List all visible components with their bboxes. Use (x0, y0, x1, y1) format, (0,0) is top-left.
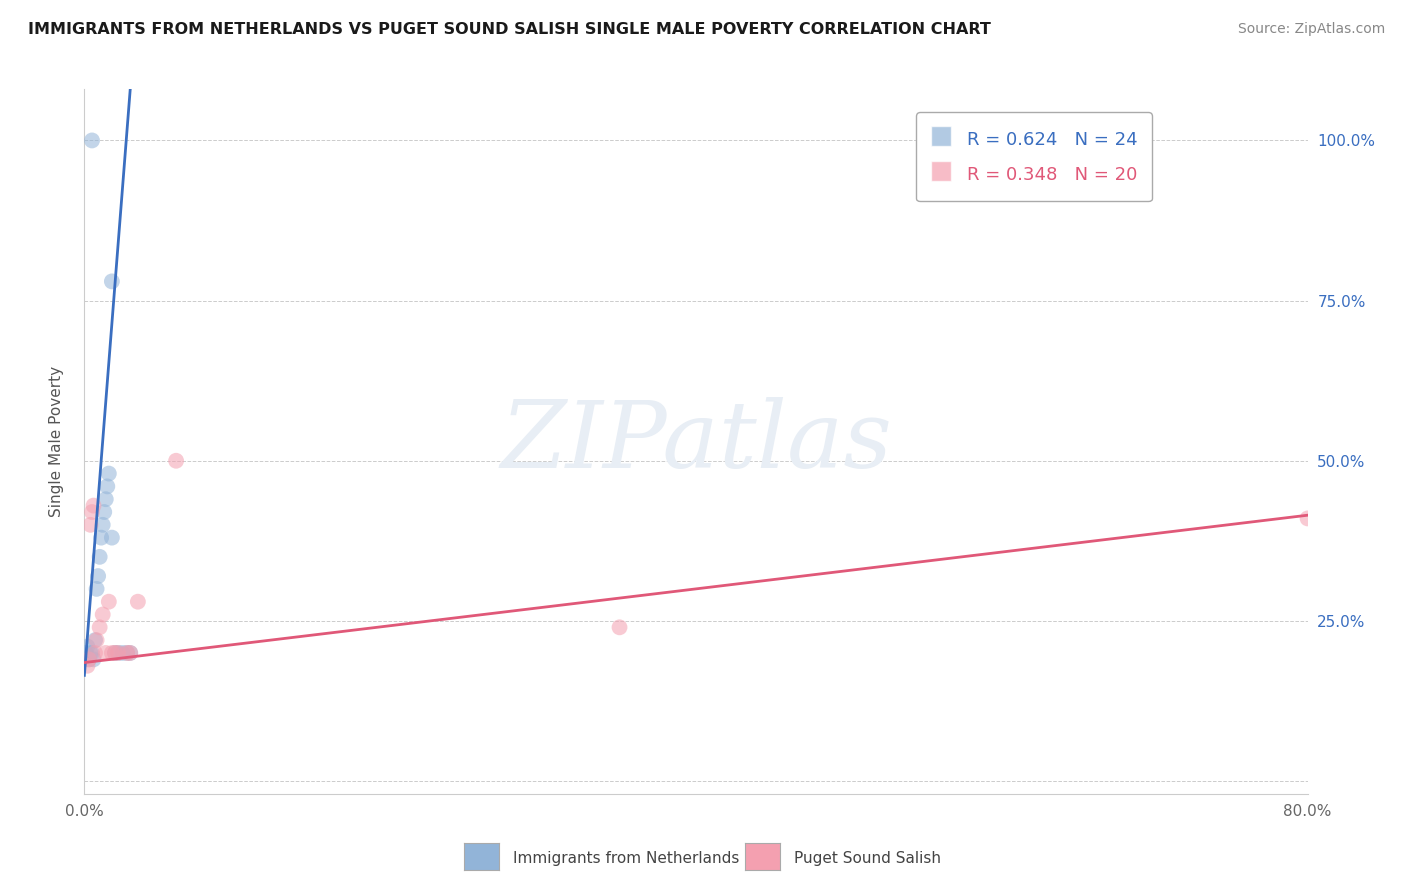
Point (89, 620, 111, 634)
Point (80, 505, 103, 519)
Point (115, 646, 138, 660)
Y-axis label: Single Male Poverty: Single Male Poverty (49, 366, 63, 517)
Point (94, 646, 117, 660)
Point (84, 633, 107, 648)
Point (84, 646, 107, 660)
Point (83, 652, 105, 666)
Point (77, 652, 100, 666)
Point (91, 607, 114, 622)
Text: IMMIGRANTS FROM NETHERLANDS VS PUGET SOUND SALISH SINGLE MALE POVERTY CORRELATIO: IMMIGRANTS FROM NETHERLANDS VS PUGET SOU… (28, 22, 991, 37)
Point (107, 646, 129, 660)
Point (104, 646, 127, 660)
Point (609, 620, 631, 634)
Point (115, 646, 138, 660)
Point (80, 646, 103, 660)
Point (75, 646, 97, 660)
Point (91, 517, 114, 532)
Point (94, 492, 117, 507)
Point (97, 595, 120, 609)
Point (76, 658, 98, 673)
Point (104, 646, 127, 660)
Text: ZIPatlas: ZIPatlas (501, 397, 891, 486)
Point (80, 133, 103, 147)
Point (96, 479, 118, 493)
Point (89, 549, 111, 564)
Point (1296, 511, 1319, 525)
Point (120, 646, 142, 660)
Legend: R = 0.624   N = 24, R = 0.348   N = 20: R = 0.624 N = 24, R = 0.348 N = 20 (917, 112, 1152, 202)
Point (76, 640, 98, 654)
Point (165, 454, 187, 468)
Point (77, 652, 100, 666)
Text: Puget Sound Salish: Puget Sound Salish (794, 851, 942, 865)
Point (101, 646, 124, 660)
Point (86, 633, 108, 648)
Text: Source: ZipAtlas.com: Source: ZipAtlas.com (1237, 22, 1385, 37)
Point (83, 499, 105, 513)
Point (107, 646, 129, 660)
Point (79, 646, 101, 660)
Point (79, 517, 101, 532)
Point (86, 582, 108, 596)
Point (97, 467, 120, 481)
Text: Immigrants from Netherlands: Immigrants from Netherlands (513, 851, 740, 865)
Point (93, 505, 115, 519)
Point (90, 531, 112, 545)
Point (127, 595, 149, 609)
Point (101, 531, 124, 545)
Point (101, 274, 124, 288)
Point (120, 646, 142, 660)
Point (111, 646, 134, 660)
Point (87, 569, 110, 583)
